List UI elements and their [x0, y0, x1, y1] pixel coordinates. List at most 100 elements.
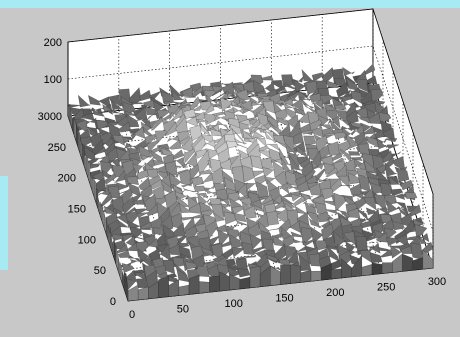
surface-patch [250, 123, 263, 133]
surface-patch [232, 129, 245, 144]
surface-patch [216, 92, 229, 103]
surface-patch [230, 123, 243, 135]
surface-patch [236, 143, 249, 149]
surface-patch [359, 250, 373, 264]
surface-patch [289, 154, 302, 171]
surface-patch [210, 101, 223, 110]
surface-patch [132, 126, 146, 139]
surface-patch [282, 234, 295, 249]
surface-patch [284, 170, 298, 186]
surface-patch [78, 94, 91, 108]
surface-patch [219, 158, 233, 170]
surface-patch [260, 124, 274, 134]
grid-line-y-floor [87, 144, 394, 178]
surface-patch [215, 224, 228, 232]
surface-patch [375, 232, 389, 243]
surface-skirt [382, 262, 393, 274]
surface-patch [112, 111, 125, 116]
surface-patch [290, 231, 304, 238]
surface-skirt [71, 116, 75, 135]
z-tick-label: 200 [44, 37, 62, 49]
surface-patch [121, 263, 135, 273]
y-tick-label: 150 [68, 204, 86, 216]
surface-patch [322, 67, 335, 85]
surface-patch [132, 163, 145, 175]
surface-patch [118, 121, 131, 133]
grid-line-y-floor [77, 113, 384, 148]
surface-patch [386, 144, 400, 149]
surface-patch [226, 140, 239, 149]
surface-patch [384, 138, 398, 142]
surface-patch [321, 187, 334, 200]
surface-patch [295, 144, 308, 158]
surface-skirt [85, 156, 89, 178]
surface-patch [242, 81, 256, 92]
surface-patch [266, 254, 279, 263]
surface-patch [390, 244, 403, 259]
surface-patch [114, 170, 127, 184]
surface-patch [233, 213, 247, 222]
surface-patch [376, 137, 390, 150]
surface-patch [136, 212, 149, 218]
surface-patch [378, 112, 392, 125]
surface-patch [412, 218, 426, 227]
surface-patch [364, 197, 377, 211]
surface-patch [288, 221, 302, 234]
surface-patch [155, 130, 168, 144]
surface-patch [150, 179, 164, 190]
surface-patch [165, 121, 178, 136]
surface-patch [264, 131, 278, 144]
surface-patch [146, 140, 160, 153]
surface-patch [132, 199, 145, 205]
surface-patch [281, 98, 294, 107]
surface-patch [185, 152, 198, 168]
surface-patch [150, 116, 164, 131]
surface-patch [193, 185, 206, 192]
surface-skirt [93, 179, 97, 203]
surface-patch [209, 128, 223, 137]
surface-patch [300, 227, 314, 246]
surface-patch [140, 221, 153, 229]
surface-patch [274, 243, 287, 263]
surface-patch [333, 132, 347, 140]
surface-patch [158, 243, 171, 261]
surface-patch [240, 197, 253, 207]
z-tick-label: 0 [56, 111, 62, 123]
surface-patch [180, 253, 194, 262]
surface-patch [308, 217, 322, 228]
surface-patch [191, 176, 204, 186]
surface-patch [220, 97, 233, 112]
surface-patch [252, 170, 266, 177]
surface-patch [266, 211, 279, 226]
surface-patch [197, 149, 210, 177]
surface-patch [297, 181, 310, 193]
surface-patch [181, 87, 195, 98]
surface-patch [102, 104, 115, 112]
surface-skirt [199, 281, 210, 294]
surface-patch [146, 204, 159, 216]
surface-patch [283, 135, 296, 155]
surface-patch [396, 206, 410, 216]
surface-patch [339, 149, 353, 165]
surface-patch [347, 172, 361, 185]
surface-patch [203, 139, 217, 149]
surface-patch [250, 234, 263, 251]
surface-patch [298, 254, 312, 271]
surface-patch [229, 234, 243, 250]
surface-patch [122, 234, 135, 242]
surface-patch [270, 158, 284, 165]
surface-patch [189, 202, 202, 214]
surface-patch [122, 136, 135, 144]
x-tick-label: 0 [129, 309, 135, 321]
surface-patch [321, 223, 334, 242]
surface-patch [327, 115, 341, 129]
surface-patch [315, 240, 328, 251]
surface-patch [338, 116, 351, 126]
surface-patch [364, 160, 377, 173]
surface-patch [152, 159, 166, 166]
surface-patch [217, 229, 231, 248]
surface-skirt [178, 284, 190, 296]
grid-line-y-floor [67, 82, 374, 117]
surface-patch [160, 179, 174, 195]
surface-patch [184, 261, 198, 270]
